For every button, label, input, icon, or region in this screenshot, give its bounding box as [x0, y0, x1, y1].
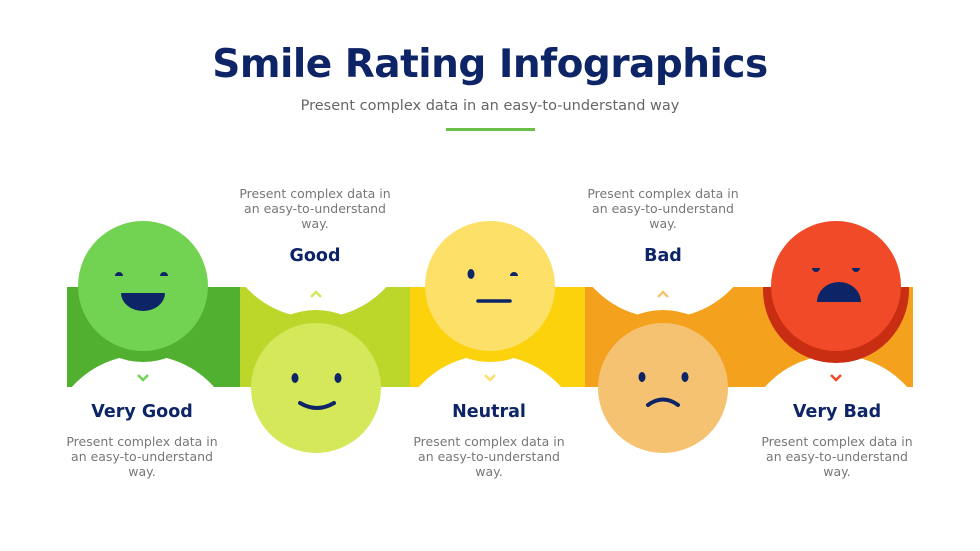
- rating-label-neutral: Neutral: [452, 402, 526, 422]
- smile-icon: [298, 401, 336, 410]
- rating-desc-neutral: Present complex data in an easy-to-under…: [413, 434, 565, 479]
- rating-label-very-good: Very Good: [91, 402, 193, 422]
- eyes-icon: [115, 272, 168, 276]
- page-title: Smile Rating Infographics: [212, 42, 768, 87]
- frown-icon: [646, 397, 680, 407]
- rating-desc-very-good: Present complex data in an easy-to-under…: [66, 434, 218, 479]
- chevron-down-icon: [830, 374, 842, 382]
- title-underline: [446, 128, 535, 131]
- chevron-up-icon: [657, 290, 669, 298]
- page-subtitle: Present complex data in an easy-to-under…: [300, 98, 680, 114]
- rating-desc-bad: Present complex data in an easy-to-under…: [587, 186, 739, 231]
- chevron-down-icon: [137, 374, 149, 382]
- rating-label-bad: Bad: [644, 246, 682, 266]
- angry-mouth-icon: [817, 282, 861, 302]
- rating-label-good: Good: [289, 246, 341, 266]
- face-good: [251, 323, 381, 453]
- face-very-good: [78, 221, 208, 351]
- rating-label-very-bad: Very Bad: [792, 402, 882, 422]
- chevron-down-icon: [484, 374, 496, 382]
- big-smile-icon: [121, 293, 165, 311]
- chevron-up-icon: [310, 290, 322, 298]
- face-neutral: [425, 221, 555, 351]
- face-very-bad: [771, 221, 901, 351]
- rating-desc-good: Present complex data in an easy-to-under…: [239, 186, 391, 231]
- rating-desc-very-bad: Present complex data in an easy-to-under…: [761, 434, 913, 479]
- face-bad: [598, 323, 728, 453]
